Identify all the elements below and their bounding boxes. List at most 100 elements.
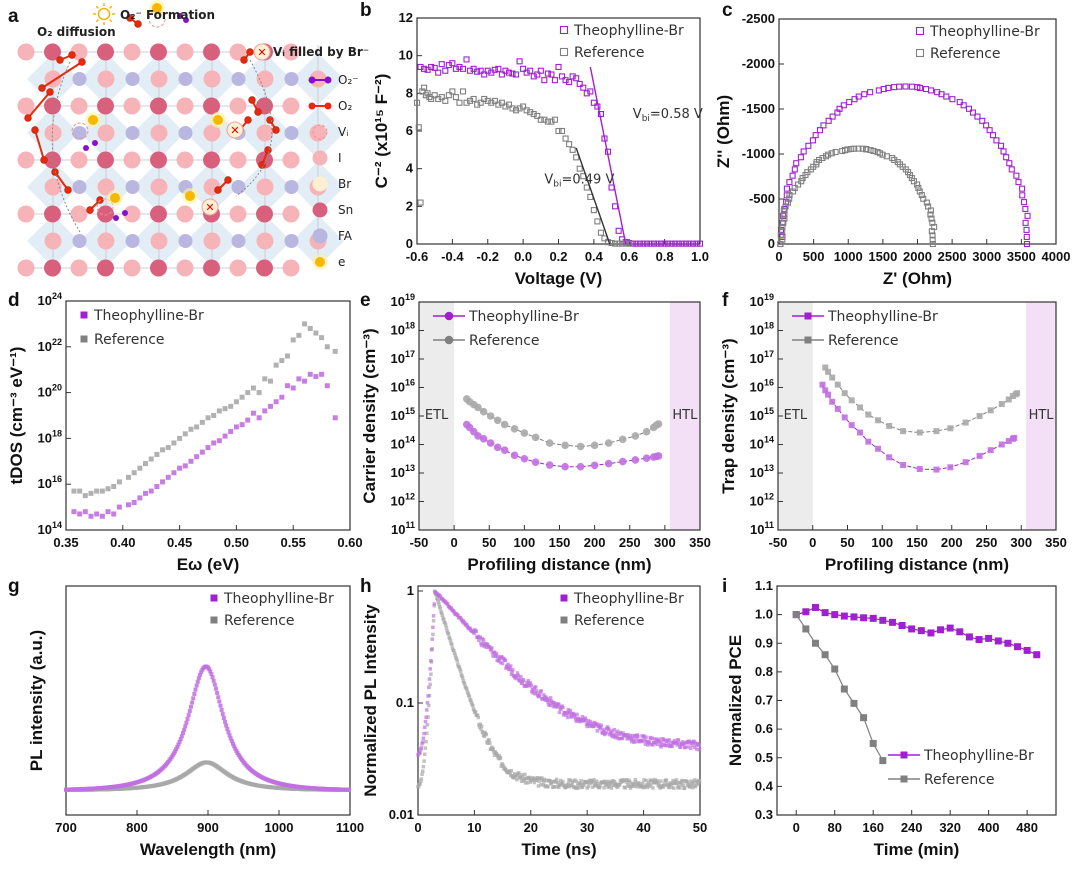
x-tick-label: 0.50	[224, 535, 249, 550]
data-point	[195, 679, 200, 684]
data-point	[576, 165, 583, 172]
y-tick-label: 0.8	[755, 664, 773, 679]
atom-i	[70, 151, 88, 169]
data-point	[220, 712, 225, 717]
y-tick-label: 1012	[391, 492, 415, 509]
data-point	[468, 626, 472, 631]
data-point	[860, 614, 868, 622]
data-point	[615, 240, 622, 247]
legend-label: FA	[338, 229, 353, 243]
data-point	[593, 781, 598, 786]
atom-i	[17, 97, 35, 115]
atom-i	[150, 124, 168, 142]
data-point	[811, 603, 819, 611]
data-point	[841, 414, 848, 421]
data-point	[596, 722, 601, 727]
data-point	[541, 697, 545, 701]
x-tick-label: -0.6	[406, 249, 428, 264]
atom-i	[176, 259, 194, 277]
data-point	[431, 614, 436, 618]
data-point	[183, 724, 188, 729]
data-point	[573, 154, 580, 161]
data-point	[947, 425, 954, 432]
data-point	[179, 734, 184, 739]
data-point	[783, 185, 790, 192]
data-point	[450, 646, 455, 650]
y-axis-label: Z'' (Ohm)	[714, 95, 733, 168]
x-tick-label: 150	[549, 535, 571, 550]
data-point	[485, 642, 490, 647]
legend-label: Reference	[924, 772, 995, 788]
x-tick-label: 240	[901, 820, 923, 835]
data-point	[809, 137, 816, 144]
legend-marker	[444, 311, 454, 321]
data-point	[519, 779, 524, 783]
data-point	[526, 679, 531, 683]
data-point	[617, 782, 622, 787]
data-point	[594, 218, 601, 225]
data-point	[566, 141, 573, 148]
data-point	[508, 667, 512, 672]
data-point	[914, 181, 921, 188]
data-point	[192, 692, 197, 697]
data-point	[420, 740, 425, 744]
data-point	[604, 439, 613, 447]
data-point	[507, 769, 512, 773]
atom-i	[150, 178, 168, 196]
formation-title: O₂⁻ Formation	[120, 8, 215, 22]
atom-fa	[72, 126, 87, 140]
data-point	[552, 785, 557, 789]
data-point	[527, 109, 534, 116]
o2-molecule	[46, 88, 54, 96]
data-point	[594, 722, 599, 726]
data-point	[435, 597, 440, 602]
data-point	[427, 685, 431, 690]
data-point	[792, 611, 800, 619]
data-point	[946, 624, 954, 632]
o2-molecule	[248, 96, 256, 104]
data-point	[583, 716, 587, 720]
data-point	[594, 784, 598, 788]
data-point	[665, 782, 670, 786]
data-point	[870, 147, 877, 155]
data-point	[585, 724, 589, 729]
data-point	[829, 374, 836, 381]
data-point	[505, 101, 513, 108]
data-point	[213, 686, 218, 691]
x-tick-label: 1500	[868, 249, 897, 264]
y-tick-label: 1019	[391, 292, 415, 309]
data-point	[444, 626, 449, 630]
data-point	[1023, 646, 1031, 654]
data-point	[1023, 233, 1030, 240]
data-point	[534, 112, 541, 119]
y-tick-label: 1013	[750, 463, 774, 480]
data-point	[633, 777, 638, 782]
data-point	[425, 731, 429, 736]
data-point	[811, 639, 819, 647]
data-point	[916, 84, 923, 91]
data-point	[464, 687, 469, 691]
br-filled-vacancy	[226, 121, 244, 139]
atom-i	[17, 43, 35, 61]
data-point	[589, 781, 594, 785]
data-point	[574, 779, 579, 784]
data-point	[825, 117, 832, 124]
data-point	[580, 714, 585, 719]
data-point	[634, 736, 639, 741]
x-axis-label: Voltage (V)	[515, 269, 603, 288]
data-point	[462, 682, 467, 686]
data-point	[573, 75, 580, 82]
data-point	[448, 636, 452, 641]
o2-molecule	[258, 161, 266, 169]
data-point	[490, 646, 494, 650]
data-point	[165, 445, 171, 451]
data-point	[171, 470, 177, 476]
data-point	[857, 429, 864, 436]
data-point	[182, 727, 187, 732]
data-point	[479, 727, 483, 731]
data-point	[865, 411, 872, 418]
data-point	[659, 745, 663, 749]
legend-label: Theophylline-Br	[468, 309, 579, 325]
legend-label: Theophylline-Br	[923, 748, 1034, 764]
x-tick-label: 800	[126, 820, 148, 835]
